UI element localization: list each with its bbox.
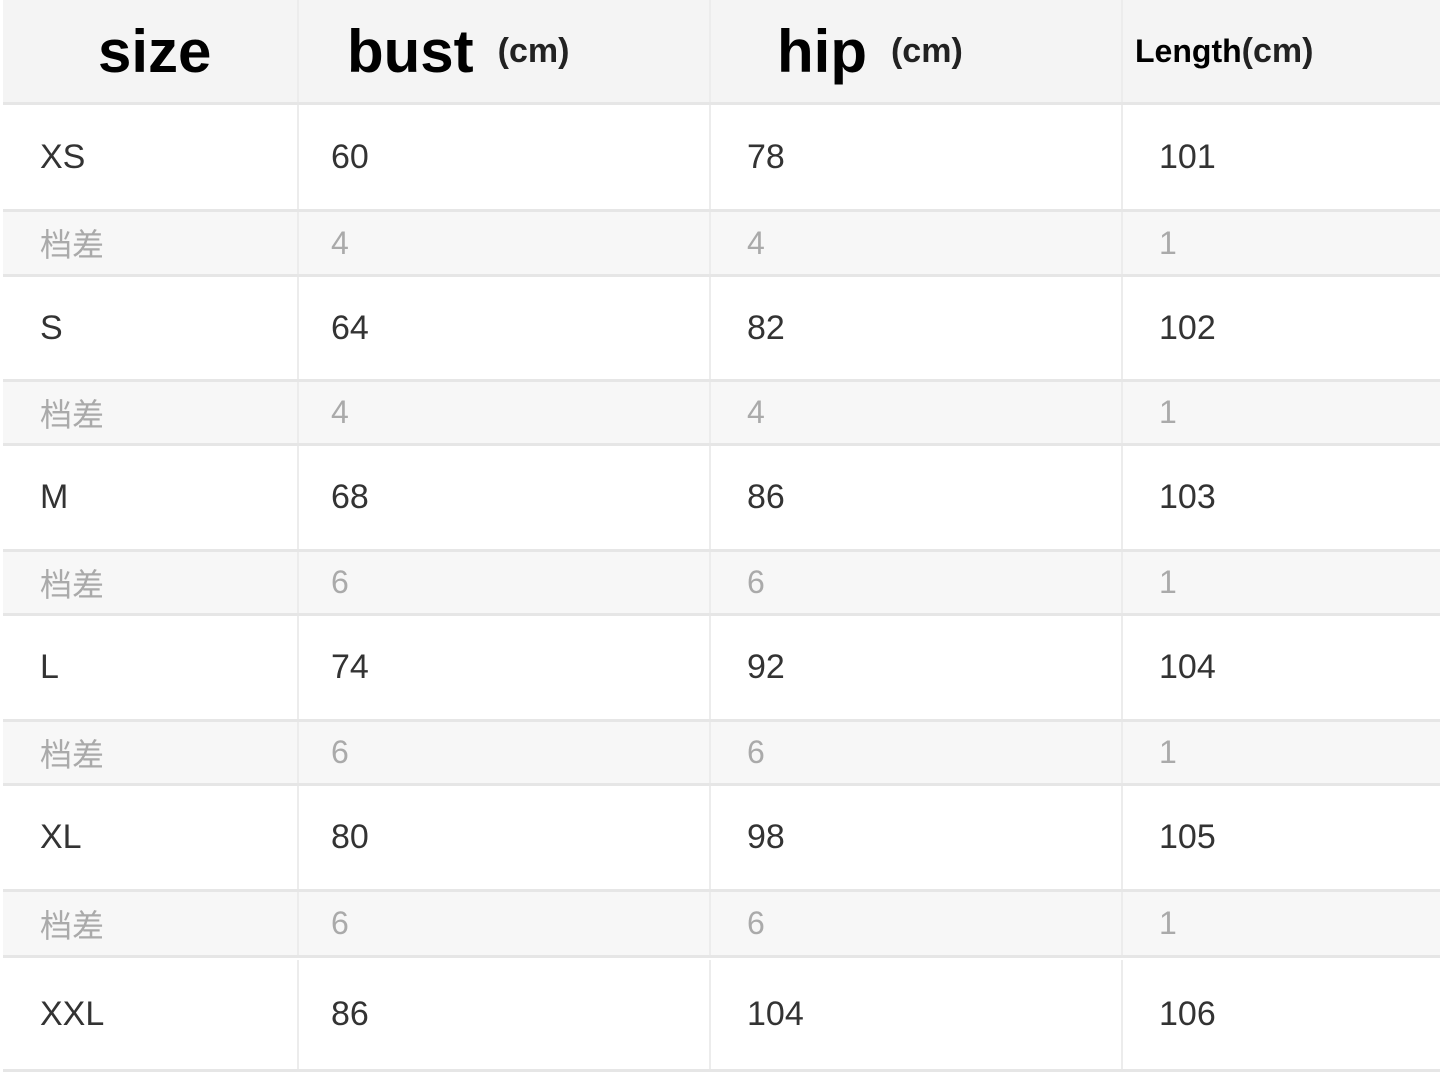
table-cell: L xyxy=(3,616,299,719)
table-cell: 6 xyxy=(711,892,1123,955)
grade-diff-row: 档差 6 6 1 xyxy=(3,722,1440,786)
table-cell: 1 xyxy=(1159,564,1177,600)
table-cell: 68 xyxy=(299,446,711,549)
table-row: M 68 86 103 xyxy=(3,446,1440,552)
table-cell: 105 xyxy=(1159,818,1216,856)
table-cell: 6 xyxy=(299,892,711,955)
table-cell: 82 xyxy=(711,277,1123,379)
table-cell: 103 xyxy=(1159,478,1216,516)
table-cell: 80 xyxy=(299,786,711,889)
table-cell: S xyxy=(3,277,299,379)
table-row: S 64 82 102 xyxy=(3,277,1440,382)
table-cell: 6 xyxy=(299,722,711,783)
table-cell: 104 xyxy=(711,960,1123,1069)
table-cell: 74 xyxy=(299,616,711,719)
table-cell: 60 xyxy=(299,105,711,209)
grade-diff-row: 档差 4 4 1 xyxy=(3,382,1440,446)
table-cell: 档差 xyxy=(3,382,299,443)
table-cell: 档差 xyxy=(3,212,299,274)
table-cell: 6 xyxy=(299,552,711,613)
table-cell: 1 xyxy=(1159,905,1177,941)
table-row: XL 80 98 105 xyxy=(3,786,1440,892)
table-cell: XS xyxy=(3,105,299,209)
table-cell: 6 xyxy=(711,722,1123,783)
table-cell: 档差 xyxy=(3,552,299,613)
table-row: L 74 92 104 xyxy=(3,616,1440,722)
table-row: XXL 86 104 106 xyxy=(3,960,1440,1072)
table-cell: 102 xyxy=(1159,308,1216,347)
table-cell: 4 xyxy=(711,212,1123,274)
table-row: XS 60 78 101 xyxy=(3,105,1440,212)
table-cell: M xyxy=(3,446,299,549)
table-cell: 1 xyxy=(1159,394,1177,430)
table-cell: 86 xyxy=(711,446,1123,549)
header-length: Length (cm) xyxy=(1123,0,1440,102)
header-size: size xyxy=(3,0,299,102)
table-cell: 档差 xyxy=(3,722,299,783)
table-cell: 1 xyxy=(1159,224,1177,261)
table-cell: 6 xyxy=(711,552,1123,613)
table-cell: 104 xyxy=(1159,648,1216,686)
table-cell: 4 xyxy=(299,382,711,443)
header-length-label: Length xyxy=(1135,32,1242,69)
table-cell: 64 xyxy=(299,277,711,379)
header-hip-unit: (cm) xyxy=(890,31,963,70)
grade-diff-row: 档差 4 4 1 xyxy=(3,212,1440,277)
table-cell: 92 xyxy=(711,616,1123,719)
table-cell: 86 xyxy=(299,960,711,1069)
table-cell: 98 xyxy=(711,786,1123,889)
header-hip-label: hip xyxy=(777,17,867,85)
header-bust-label: bust xyxy=(347,17,474,85)
table-cell: 4 xyxy=(711,382,1123,443)
grade-diff-row: 档差 6 6 1 xyxy=(3,552,1440,616)
table-cell: 1 xyxy=(1159,734,1177,770)
table-cell: 101 xyxy=(1159,137,1216,176)
header-bust-unit: (cm) xyxy=(497,31,570,70)
table-cell: XL xyxy=(3,786,299,889)
table-header: size bust (cm) hip (cm) Length (cm) xyxy=(3,0,1440,105)
table-cell: 106 xyxy=(1159,995,1216,1033)
table-cell: XXL xyxy=(3,960,299,1069)
table-cell: 档差 xyxy=(3,892,299,955)
header-hip: hip (cm) xyxy=(711,0,1123,102)
table-cell: 4 xyxy=(299,212,711,274)
grade-diff-row: 档差 6 6 1 xyxy=(3,892,1440,958)
header-size-label: size xyxy=(98,17,212,85)
header-bust: bust (cm) xyxy=(299,0,711,102)
table-cell: 78 xyxy=(711,105,1123,209)
header-length-unit: (cm) xyxy=(1241,31,1314,70)
